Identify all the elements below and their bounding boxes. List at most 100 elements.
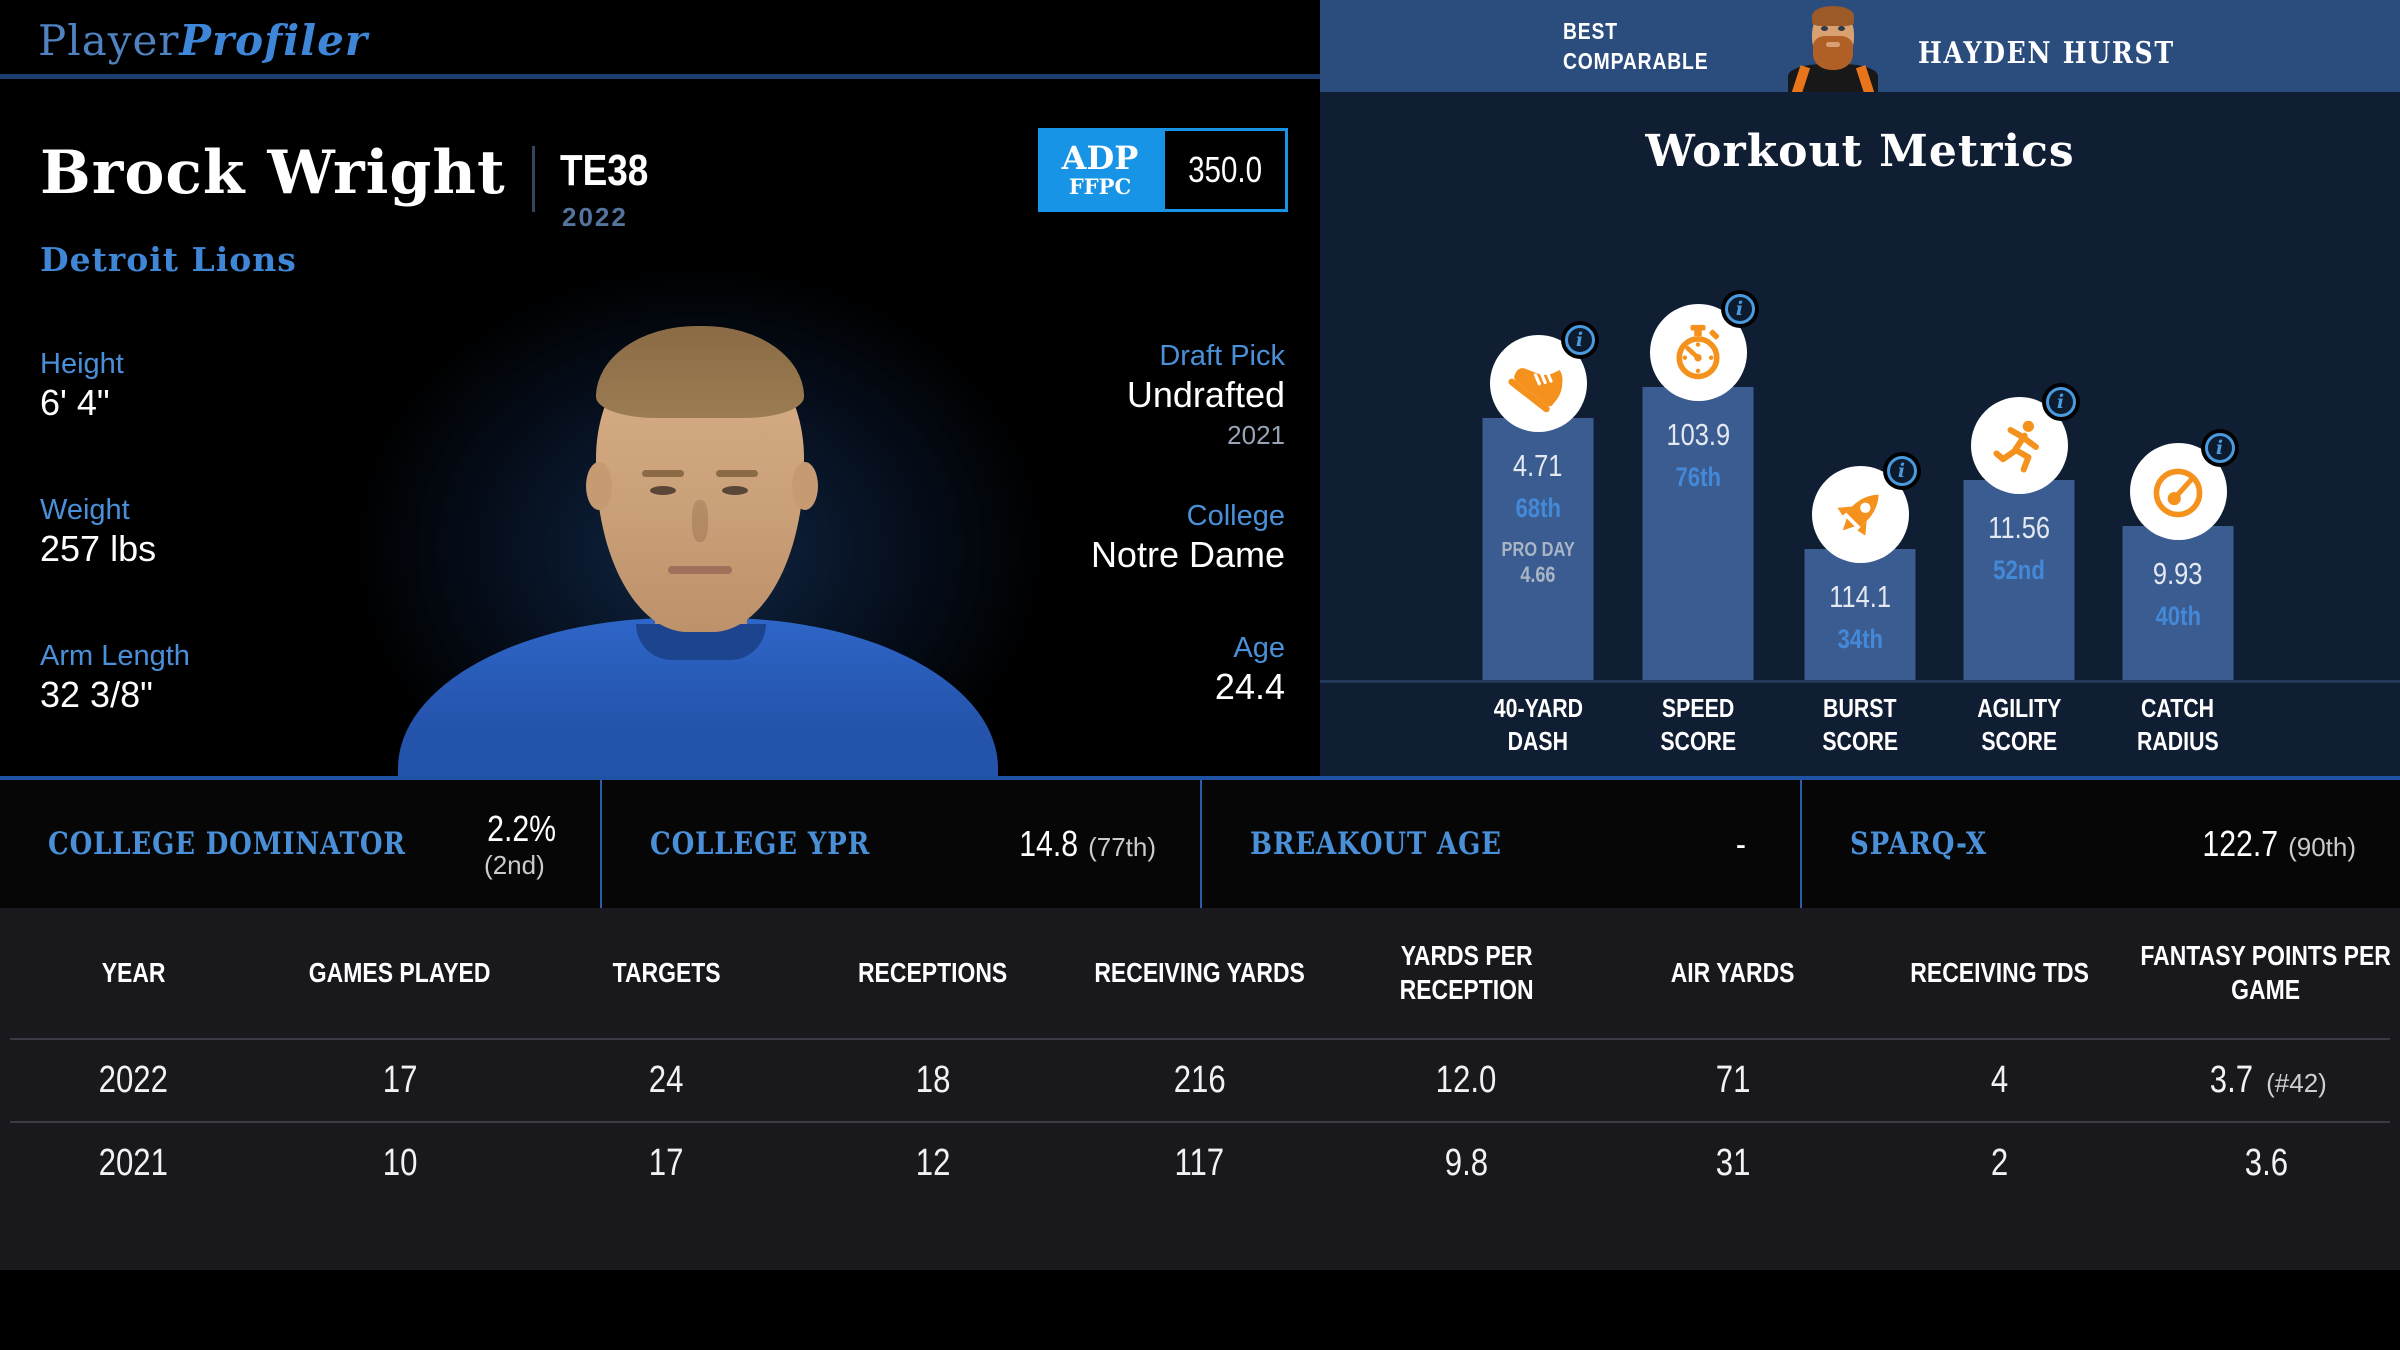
metric-label-burst-score: BURST SCORE xyxy=(1822,693,1898,756)
metric-value: 4.71 xyxy=(1513,448,1563,483)
metric-column-agility-score: i 11.56 52nd xyxy=(1939,92,2099,680)
adp-box: ADP FFPC 350.0 xyxy=(1038,128,1288,212)
table-header-row: YEAR GAMES PLAYED TARGETS RECEPTIONS REC… xyxy=(0,908,2400,1038)
metric-icon-circle: i xyxy=(1489,321,1599,432)
player-photo-mouth xyxy=(668,566,732,574)
college-metrics-strip: COLLEGE DOMINATOR 2.2%(2nd) COLLEGE YPR … xyxy=(0,776,2400,908)
arm-length-label: Arm Length xyxy=(40,640,190,672)
workout-metrics-title: Workout Metrics xyxy=(1645,126,2075,177)
metric-percentile: 34th xyxy=(1837,624,1883,654)
college-ypr-value: 14.8 xyxy=(1019,823,1079,864)
avatar-eye xyxy=(1838,26,1845,31)
player-name: Brock Wright xyxy=(40,138,506,208)
metric-bar: i 103.9 76th xyxy=(1642,290,1759,680)
draft-pick-year: 2021 xyxy=(1227,420,1285,450)
college-ypr-cell: COLLEGE YPR 14.8 (77th) xyxy=(600,780,1200,908)
name-separator xyxy=(532,146,535,212)
gauge-icon xyxy=(2153,468,2203,517)
weight-value: 257 lbs xyxy=(40,528,157,569)
metric-bar: i 9.93 40th xyxy=(2122,429,2239,680)
info-icon[interactable]: i xyxy=(1882,452,1921,490)
adp-label: ADP xyxy=(1061,139,1139,177)
weight-label: Weight xyxy=(40,494,130,526)
avatar-beard xyxy=(1813,36,1853,70)
metric-percentile: 76th xyxy=(1675,462,1721,492)
col-games-played: GAMES PLAYED xyxy=(309,957,491,988)
col-fantasy-points-per-game: FANTASY POINTS PER GAME xyxy=(2140,940,2392,1005)
age-value: 24.4 xyxy=(1214,666,1285,707)
avatar-hair xyxy=(1812,6,1854,26)
metric-value: 9.93 xyxy=(2153,556,2203,591)
player-photo-brow xyxy=(642,470,684,477)
adp-value-box: 350.0 xyxy=(1162,128,1288,212)
college-label: College xyxy=(1186,500,1285,532)
college-ypr-rank: (77th) xyxy=(1088,832,1156,862)
runner-icon xyxy=(1993,420,2039,472)
adp-format-label: FFPC xyxy=(1068,174,1132,199)
cell-year: 2022 xyxy=(98,1059,168,1101)
age-label: Age xyxy=(1233,632,1285,664)
col-yards-per-reception: YARDS PER RECEPTION xyxy=(1399,940,1534,1005)
college-ypr-label: COLLEGE YPR xyxy=(650,826,871,862)
height-label: Height xyxy=(40,348,124,380)
pro-day-note: PRO DAY 4.66 xyxy=(1501,539,1575,587)
comparable-player-avatar xyxy=(1786,4,1880,92)
col-receptions: RECEPTIONS xyxy=(858,957,1008,988)
sparq-x-rank: (90th) xyxy=(2288,832,2356,862)
col-receiving-yards: RECEIVING YARDS xyxy=(1094,957,1305,988)
fantasy-rank: (#42) xyxy=(2266,1068,2327,1098)
metric-icon-circle: i xyxy=(1811,452,1921,563)
sparq-x-cell: SPARQ-X 122.7 (90th) xyxy=(1800,780,2400,908)
info-icon[interactable]: i xyxy=(1720,290,1759,328)
table-row: 2021 10 17 12 117 9.8 31 2 3.6 xyxy=(98,1142,2288,1184)
draft-pick-value: Undrafted xyxy=(1126,374,1285,415)
table-row: 2022 17 24 18 216 12.0 71 4 3.7 (#42) xyxy=(98,1059,2327,1101)
site-logo[interactable]: PlayerProfiler xyxy=(38,16,368,65)
cell-year: 2021 xyxy=(98,1142,168,1184)
col-receiving-tds: RECEIVING TDS xyxy=(1910,957,2089,988)
college-dominator-rank: (2nd) xyxy=(484,849,545,880)
college-dominator-label: COLLEGE DOMINATOR xyxy=(48,826,406,862)
player-photo-eye xyxy=(650,486,676,495)
metric-icon-circle: i xyxy=(1649,290,1759,401)
player-photo-nose xyxy=(692,500,708,542)
player-photo-ear xyxy=(586,462,612,510)
info-icon[interactable]: i xyxy=(2041,383,2080,421)
college-value: Notre Dame xyxy=(1090,534,1285,575)
table-divider xyxy=(10,1121,2390,1123)
metric-column-speed-score: i 103.9 76th xyxy=(1618,92,1778,680)
info-icon[interactable]: i xyxy=(1560,321,1599,359)
player-photo-brow xyxy=(716,470,758,477)
metric-bar: i 11.56 52nd xyxy=(1963,383,2080,680)
position-rank: TE38 xyxy=(560,146,649,195)
metric-value: 103.9 xyxy=(1666,417,1730,452)
rocket-icon xyxy=(1837,494,1879,536)
metric-value: 11.56 xyxy=(1988,510,2050,545)
info-icon[interactable]: i xyxy=(2200,429,2239,467)
metric-label-agility-score: AGILITY SCORE xyxy=(1976,693,2062,756)
metric-label-catch-radius: CATCH RADIUS xyxy=(2137,693,2219,756)
season-stats-table: YEAR GAMES PLAYED TARGETS RECEPTIONS REC… xyxy=(0,908,2400,1270)
college-dominator-cell: COLLEGE DOMINATOR 2.2%(2nd) xyxy=(0,780,600,908)
adp-value: 350.0 xyxy=(1188,149,1262,190)
col-targets: TARGETS xyxy=(612,957,721,988)
breakout-age-value: - xyxy=(1735,823,1746,864)
logo-player-text: Player xyxy=(38,16,180,65)
comparable-player-link[interactable]: HAYDEN HURST xyxy=(1918,36,2175,71)
player-photo-ear xyxy=(792,462,818,510)
shoe-icon xyxy=(1508,367,1563,412)
metric-percentile: 68th xyxy=(1515,493,1561,523)
avatar-eye xyxy=(1821,26,1828,31)
metric-bar: i 4.71 68th PRO DAY 4.66 xyxy=(1482,321,1599,680)
table-divider xyxy=(10,1038,2390,1040)
metric-column-catch-radius: i 9.93 40th xyxy=(2098,92,2258,680)
college-dominator-value: 2.2% xyxy=(487,807,557,849)
metric-column-burst-score: i 114.1 34th xyxy=(1780,92,1940,680)
team-name[interactable]: Detroit Lions xyxy=(40,240,297,279)
arm-length-value: 32 3/8" xyxy=(40,674,153,715)
position-season: 2022 xyxy=(562,202,628,232)
player-photo-eye xyxy=(722,486,748,495)
breakout-age-label: BREAKOUT AGE xyxy=(1250,826,1502,862)
metric-label-speed-score: SPEED SCORE xyxy=(1660,693,1736,756)
sparq-x-label: SPARQ-X xyxy=(1850,826,1987,862)
